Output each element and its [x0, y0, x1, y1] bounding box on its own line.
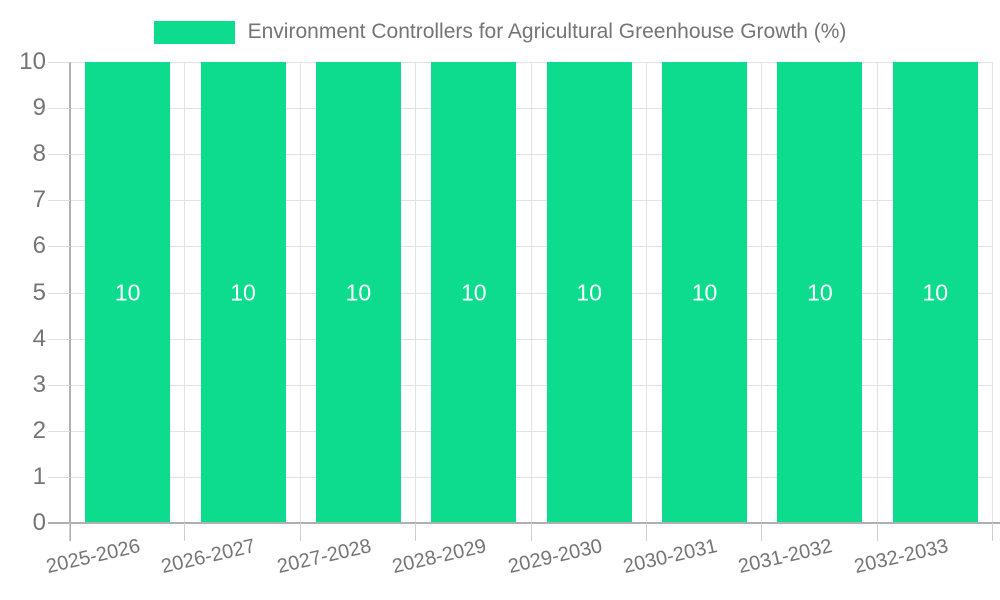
- y-axis-tick: [48, 430, 70, 432]
- gridline-horizontal: [70, 108, 993, 110]
- x-axis-label: 2030-2031: [621, 535, 720, 578]
- x-axis-line: [48, 522, 1000, 524]
- y-axis-label: 10: [19, 48, 46, 75]
- bar: 10: [315, 62, 401, 523]
- gridline-vertical: [415, 62, 417, 523]
- gridline-horizontal: [70, 384, 993, 386]
- gridline-horizontal: [70, 62, 993, 63]
- gridline-vertical: [184, 62, 186, 523]
- x-axis-label: 2028-2029: [390, 535, 489, 578]
- y-axis-line: [69, 62, 71, 541]
- y-axis-label: 7: [32, 186, 46, 214]
- x-axis-label: 2032-2033: [851, 535, 951, 578]
- y-axis-label: 9: [32, 94, 46, 122]
- x-axis-tick: [645, 523, 647, 541]
- gridline-horizontal: [70, 292, 993, 294]
- x-axis-tick: [184, 523, 186, 541]
- bar-value-label: 10: [345, 279, 372, 305]
- legend[interactable]: Environment Controllers for Agricultural…: [0, 18, 1000, 46]
- y-axis-tick: [48, 292, 70, 294]
- gridline-vertical: [299, 62, 301, 523]
- x-axis-tick: [299, 523, 301, 541]
- bar-value-label: 10: [576, 279, 602, 305]
- bar-value-label: 10: [807, 279, 833, 305]
- y-axis-label: 4: [32, 324, 46, 352]
- y-axis-tick: [48, 62, 70, 63]
- x-axis-label: 2027-2028: [275, 535, 374, 578]
- bar: 10: [431, 62, 517, 523]
- x-axis-tick: [69, 523, 70, 541]
- x-axis-tick: [530, 523, 532, 541]
- gridline-horizontal: [70, 476, 993, 478]
- legend-swatch: [153, 20, 235, 44]
- y-axis-label: 6: [32, 232, 46, 260]
- gridline-horizontal: [70, 246, 993, 248]
- y-axis-label: 1: [32, 462, 46, 490]
- y-axis-tick: [48, 200, 70, 202]
- legend-label: Environment Controllers for Agricultural…: [247, 20, 847, 43]
- gridline-vertical: [530, 62, 532, 523]
- bar: 10: [85, 62, 171, 523]
- y-axis-tick: [48, 476, 70, 478]
- bar-value-label: 10: [461, 279, 487, 305]
- gridline-horizontal: [70, 430, 993, 432]
- gridline-vertical: [761, 62, 763, 523]
- x-axis-tick: [992, 523, 993, 541]
- gridline-vertical: [645, 62, 647, 523]
- y-axis-tick: [48, 246, 70, 248]
- x-axis-label: 2031-2032: [736, 535, 835, 578]
- y-axis-tick: [48, 384, 70, 386]
- bar: 10: [892, 62, 978, 523]
- x-axis-tick: [415, 523, 417, 541]
- bar-value-label: 10: [922, 279, 949, 305]
- gridline-vertical: [876, 62, 878, 523]
- x-axis-tick: [876, 523, 878, 541]
- y-axis-label: 3: [32, 370, 46, 398]
- x-axis-label: 2025-2026: [44, 535, 143, 578]
- y-axis-tick: [48, 154, 70, 156]
- gridline-horizontal: [70, 200, 993, 202]
- bar-value-label: 10: [691, 279, 718, 305]
- y-axis-label: 2: [32, 416, 46, 444]
- gridline-horizontal: [70, 154, 993, 156]
- x-axis-tick: [761, 523, 763, 541]
- bar-value-label: 10: [114, 279, 141, 305]
- y-axis-tick: [48, 338, 70, 340]
- x-axis-label: 2026-2027: [159, 535, 258, 578]
- bar: 10: [777, 62, 863, 523]
- bar: 10: [662, 62, 748, 523]
- bar: 10: [200, 62, 286, 523]
- gridline-vertical: [992, 62, 993, 523]
- bar: 10: [546, 62, 632, 523]
- y-axis-tick: [48, 108, 70, 110]
- y-axis-label: 0: [32, 509, 46, 536]
- bar-value-label: 10: [230, 279, 256, 305]
- y-axis-label: 8: [32, 140, 46, 168]
- y-axis-label: 5: [32, 278, 46, 306]
- plot-area: 10 10 10 10 10 10 10 10: [70, 62, 993, 523]
- gridline-horizontal: [70, 338, 993, 340]
- x-axis-label: 2029-2030: [505, 535, 604, 578]
